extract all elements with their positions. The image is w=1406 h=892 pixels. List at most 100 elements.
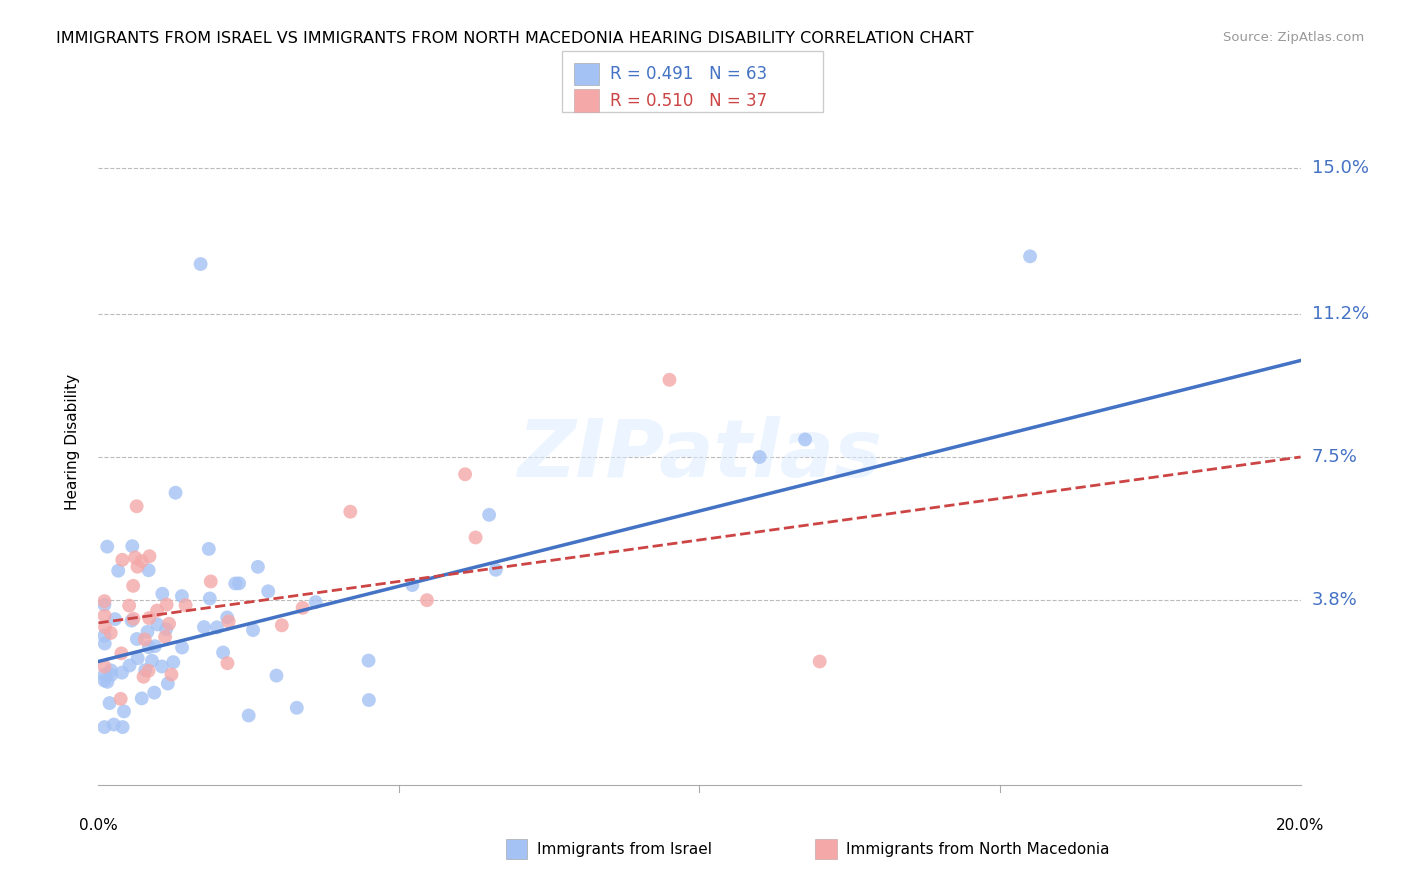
- Point: [416, 593, 439, 607]
- Point: [94, 620, 117, 634]
- Text: R = 0.510   N = 37: R = 0.510 N = 37: [610, 92, 768, 110]
- Point: [658, 373, 681, 387]
- Point: [198, 591, 221, 606]
- Point: [98, 696, 121, 710]
- Point: [131, 691, 153, 706]
- Point: [138, 549, 160, 564]
- Point: [127, 651, 149, 665]
- Point: [141, 654, 163, 668]
- Point: [112, 705, 135, 719]
- Point: [93, 598, 115, 612]
- Point: [110, 646, 132, 660]
- Point: [304, 595, 326, 609]
- Point: [103, 717, 125, 731]
- Text: Immigrants from Israel: Immigrants from Israel: [537, 842, 711, 856]
- Point: [110, 691, 132, 706]
- Point: [131, 554, 153, 568]
- Point: [454, 467, 477, 482]
- Text: Immigrants from North Macedonia: Immigrants from North Macedonia: [846, 842, 1109, 856]
- Text: IMMIGRANTS FROM ISRAEL VS IMMIGRANTS FROM NORTH MACEDONIA HEARING DISABILITY COR: IMMIGRANTS FROM ISRAEL VS IMMIGRANTS FRO…: [56, 31, 974, 46]
- Point: [143, 639, 166, 653]
- Point: [193, 620, 215, 634]
- Point: [93, 608, 115, 623]
- Point: [93, 629, 115, 643]
- Point: [143, 685, 166, 699]
- Point: [198, 541, 221, 556]
- Point: [478, 508, 501, 522]
- Point: [794, 433, 817, 447]
- Point: [808, 655, 831, 669]
- Point: [190, 257, 212, 271]
- Text: 20.0%: 20.0%: [1277, 818, 1324, 832]
- Y-axis label: Hearing Disability: Hearing Disability: [65, 374, 80, 509]
- Point: [291, 600, 314, 615]
- Point: [125, 632, 148, 646]
- Point: [111, 720, 134, 734]
- Text: 0.0%: 0.0%: [79, 818, 118, 832]
- Point: [138, 563, 160, 577]
- Point: [127, 559, 149, 574]
- Point: [100, 626, 122, 640]
- Point: [134, 632, 156, 647]
- Point: [246, 559, 269, 574]
- Point: [1019, 249, 1042, 263]
- Point: [464, 531, 486, 545]
- Point: [170, 640, 193, 655]
- Point: [107, 564, 129, 578]
- Point: [93, 659, 115, 673]
- Point: [111, 665, 134, 680]
- Point: [748, 450, 770, 464]
- Point: [93, 673, 115, 688]
- Point: [138, 664, 160, 678]
- Point: [121, 539, 143, 553]
- Point: [111, 553, 134, 567]
- Point: [153, 630, 176, 644]
- Point: [124, 550, 146, 565]
- Text: Source: ZipAtlas.com: Source: ZipAtlas.com: [1223, 31, 1364, 45]
- Point: [357, 693, 380, 707]
- Point: [156, 598, 179, 612]
- Point: [122, 612, 145, 626]
- Point: [118, 599, 141, 613]
- Point: [212, 646, 235, 660]
- Point: [200, 574, 222, 589]
- Point: [401, 578, 423, 592]
- Point: [257, 584, 280, 599]
- Point: [285, 700, 308, 714]
- Point: [217, 657, 239, 671]
- Point: [146, 604, 169, 618]
- Point: [138, 640, 160, 655]
- Point: [224, 576, 246, 591]
- Point: [132, 670, 155, 684]
- Point: [93, 594, 115, 608]
- Point: [150, 659, 173, 673]
- Point: [146, 617, 169, 632]
- Point: [100, 668, 122, 682]
- Point: [339, 505, 361, 519]
- Point: [165, 485, 187, 500]
- Point: [242, 623, 264, 637]
- Point: [170, 589, 193, 603]
- Text: R = 0.491   N = 63: R = 0.491 N = 63: [610, 65, 768, 83]
- Point: [238, 708, 260, 723]
- Point: [138, 611, 160, 625]
- Point: [270, 618, 292, 632]
- Point: [96, 540, 118, 554]
- Text: 7.5%: 7.5%: [1312, 448, 1358, 466]
- Point: [136, 624, 159, 639]
- Point: [228, 576, 250, 591]
- Point: [174, 598, 197, 612]
- Point: [485, 563, 508, 577]
- Text: 3.8%: 3.8%: [1312, 591, 1358, 608]
- Point: [121, 614, 143, 628]
- Point: [157, 616, 180, 631]
- Text: 11.2%: 11.2%: [1312, 305, 1369, 323]
- Point: [205, 620, 228, 634]
- Point: [125, 500, 148, 514]
- Text: ZIPatlas: ZIPatlas: [517, 417, 882, 494]
- Point: [134, 663, 156, 677]
- Point: [93, 668, 115, 682]
- Point: [100, 664, 122, 678]
- Point: [118, 658, 141, 673]
- Point: [357, 654, 380, 668]
